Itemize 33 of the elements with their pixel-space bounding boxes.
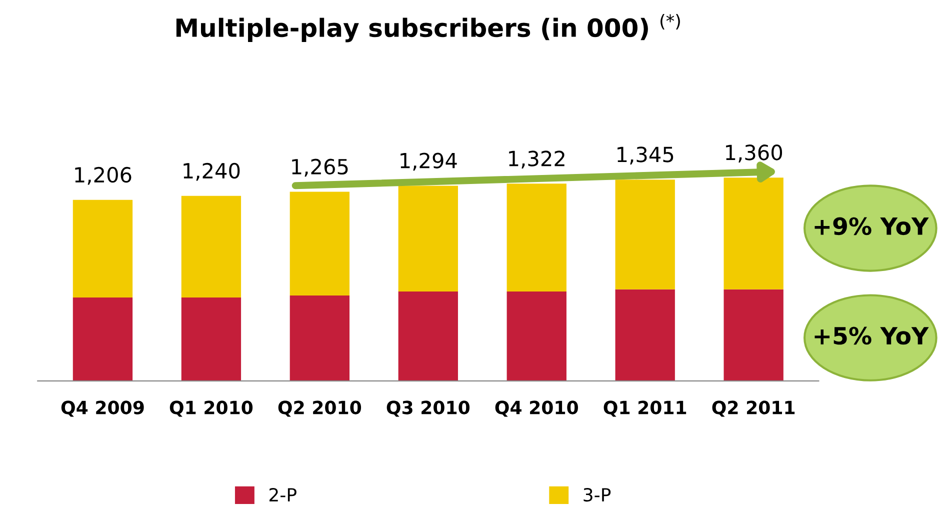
bar [724,289,784,381]
annotation: 1,265 [292,158,348,177]
x-tick-label: Q4 2009 [61,400,144,417]
annotation: 1,240 [184,162,240,181]
legend-label: 3-P [584,488,611,502]
bar [724,178,784,290]
annotation: +9% YoY [814,217,929,236]
x-tick-label: Q2 2010 [278,400,362,417]
bar [290,296,350,381]
bar [506,184,566,292]
x-tick-label: Q2 2011 [712,400,795,417]
bar [290,192,350,296]
annotation: 1,294 [400,152,457,171]
bar [615,289,675,381]
x-tick-label: Q4 2010 [495,400,578,417]
bar [181,298,242,381]
annotation: 1,322 [509,150,564,169]
bar [398,291,458,381]
bar [72,298,133,381]
x-tick-label: Q1 2010 [170,400,253,417]
x-tick-label: Q3 2010 [386,400,470,417]
bar [72,200,133,298]
legend-label: 2-P [269,488,296,502]
bar [506,291,566,381]
annotation: 1,360 [726,144,782,162]
annotation: 1,206 [75,166,132,185]
chart-title: Multiple-play subscribers (in 000) $^{(*)}$ [176,14,680,42]
annotation: 1,345 [618,146,674,164]
x-tick-label: Q1 2011 [604,400,686,417]
bar [181,196,242,298]
annotation: +5% YoY [814,326,929,345]
bar [398,186,458,292]
bar [615,180,675,290]
